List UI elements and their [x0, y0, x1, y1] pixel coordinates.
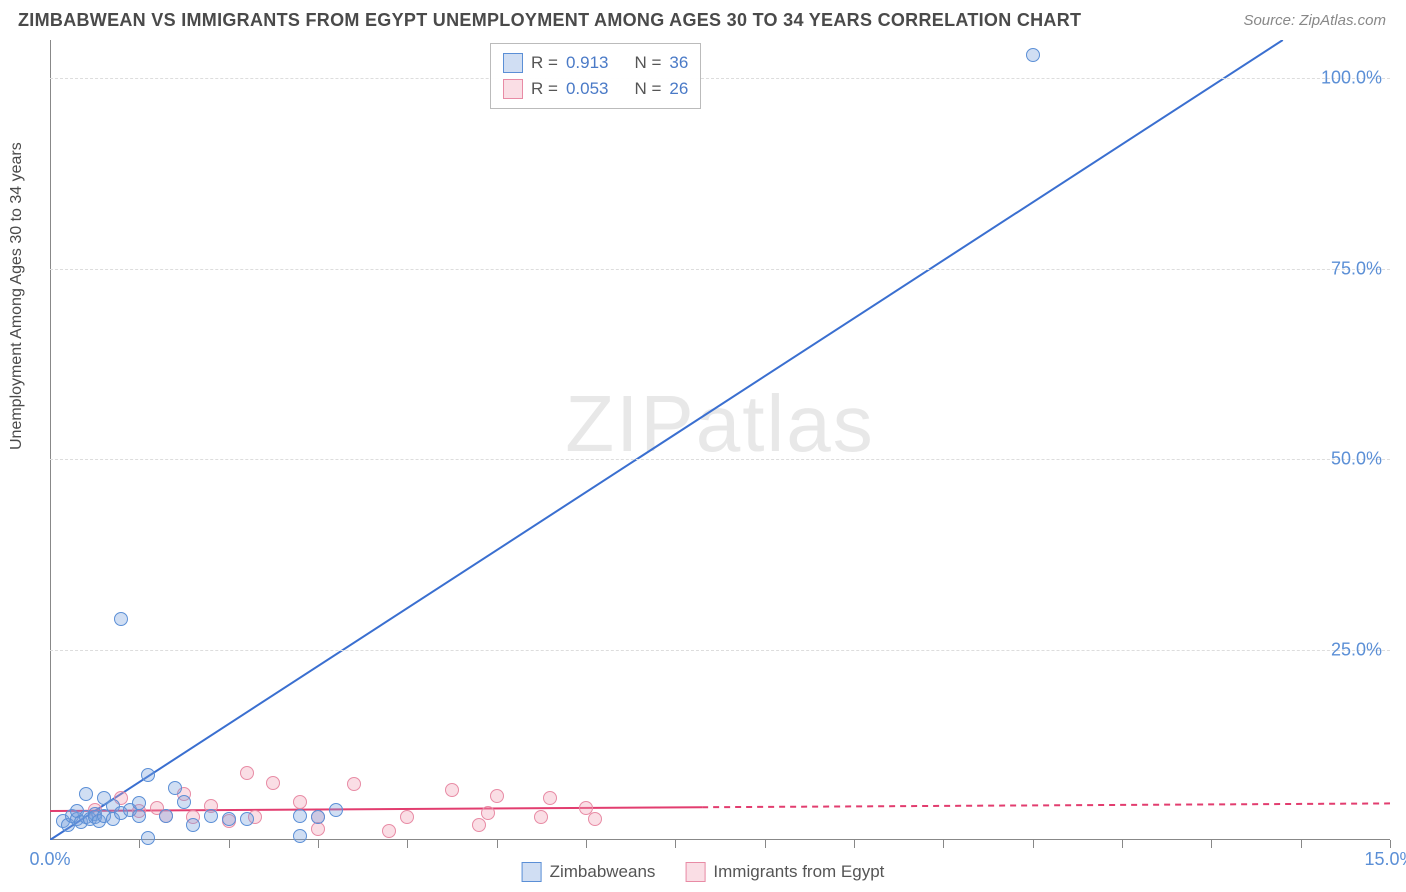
- scatter-point: [382, 824, 396, 838]
- legend-swatch-zimbabweans: [503, 53, 523, 73]
- scatter-point: [132, 809, 146, 823]
- source-label: Source: ZipAtlas.com: [1243, 12, 1386, 29]
- legend-r-egypt: 0.053: [566, 79, 609, 99]
- correlation-legend: R = 0.913 N = 36 R = 0.053 N = 26: [490, 43, 701, 109]
- ytick-label: 25.0%: [1331, 639, 1382, 660]
- xtick: [943, 840, 944, 848]
- legend-r-prefix: R =: [531, 79, 558, 99]
- legend-swatch-egypt-2: [685, 862, 705, 882]
- xtick: [497, 840, 498, 848]
- scatter-point: [472, 818, 486, 832]
- scatter-point: [490, 789, 504, 803]
- xtick: [229, 840, 230, 848]
- gridline: [50, 269, 1390, 270]
- legend-item-egypt: Immigrants from Egypt: [685, 862, 884, 882]
- legend-n-zimbabweans: 36: [669, 53, 688, 73]
- plot-area: ZIPatlas 25.0%50.0%75.0%100.0%0.0%15.0%: [50, 40, 1390, 840]
- ytick-label: 75.0%: [1331, 258, 1382, 279]
- scatter-point: [186, 818, 200, 832]
- legend-label-zimbabweans: Zimbabweans: [550, 862, 656, 882]
- xtick: [854, 840, 855, 848]
- series-legend: Zimbabweans Immigrants from Egypt: [522, 862, 885, 882]
- x-axis: [50, 839, 1390, 840]
- xtick: [675, 840, 676, 848]
- xtick: [1301, 840, 1302, 848]
- ytick-label: 50.0%: [1331, 449, 1382, 470]
- xtick: [586, 840, 587, 848]
- scatter-point: [329, 803, 343, 817]
- scatter-point: [311, 810, 325, 824]
- xtick: [1122, 840, 1123, 848]
- scatter-point: [204, 809, 218, 823]
- gridline: [50, 459, 1390, 460]
- legend-swatch-egypt: [503, 79, 523, 99]
- scatter-point: [141, 768, 155, 782]
- xtick-label: 15.0%: [1364, 849, 1406, 870]
- legend-n-prefix: N =: [634, 79, 661, 99]
- scatter-point: [445, 783, 459, 797]
- watermark-zip: ZIP: [565, 379, 695, 468]
- legend-r-zimbabweans: 0.913: [566, 53, 609, 73]
- scatter-point: [222, 812, 236, 826]
- scatter-point: [177, 795, 191, 809]
- y-axis: [50, 40, 51, 840]
- trend-lines-svg: [50, 40, 1390, 840]
- xtick: [407, 840, 408, 848]
- scatter-point: [1026, 48, 1040, 62]
- gridline: [50, 78, 1390, 79]
- legend-label-egypt: Immigrants from Egypt: [713, 862, 884, 882]
- scatter-point: [79, 787, 93, 801]
- legend-r-prefix: R =: [531, 53, 558, 73]
- scatter-point: [543, 791, 557, 805]
- xtick: [1211, 840, 1212, 848]
- scatter-point: [293, 809, 307, 823]
- legend-item-zimbabweans: Zimbabweans: [522, 862, 656, 882]
- xtick: [1033, 840, 1034, 848]
- legend-swatch-zimbabweans-2: [522, 862, 542, 882]
- scatter-point: [114, 612, 128, 626]
- scatter-point: [168, 781, 182, 795]
- scatter-point: [400, 810, 414, 824]
- xtick-label: 0.0%: [29, 849, 70, 870]
- scatter-point: [266, 776, 280, 790]
- scatter-point: [293, 829, 307, 843]
- scatter-point: [132, 796, 146, 810]
- xtick: [1390, 840, 1391, 848]
- xtick: [139, 840, 140, 848]
- scatter-point: [347, 777, 361, 791]
- legend-row-egypt: R = 0.053 N = 26: [503, 76, 688, 102]
- scatter-point: [159, 809, 173, 823]
- scatter-point: [240, 812, 254, 826]
- chart-title: ZIMBABWEAN VS IMMIGRANTS FROM EGYPT UNEM…: [18, 10, 1081, 31]
- scatter-point: [588, 812, 602, 826]
- scatter-point: [141, 831, 155, 845]
- xtick: [318, 840, 319, 848]
- watermark: ZIPatlas: [565, 378, 874, 470]
- scatter-point: [240, 766, 254, 780]
- watermark-atlas: atlas: [696, 379, 875, 468]
- gridline: [50, 650, 1390, 651]
- scatter-point: [481, 806, 495, 820]
- ytick-label: 100.0%: [1321, 68, 1382, 89]
- y-axis-label: Unemployment Among Ages 30 to 34 years: [8, 142, 26, 450]
- legend-row-zimbabweans: R = 0.913 N = 36: [503, 50, 688, 76]
- legend-n-egypt: 26: [669, 79, 688, 99]
- scatter-point: [293, 795, 307, 809]
- xtick: [765, 840, 766, 848]
- legend-n-prefix: N =: [634, 53, 661, 73]
- scatter-point: [534, 810, 548, 824]
